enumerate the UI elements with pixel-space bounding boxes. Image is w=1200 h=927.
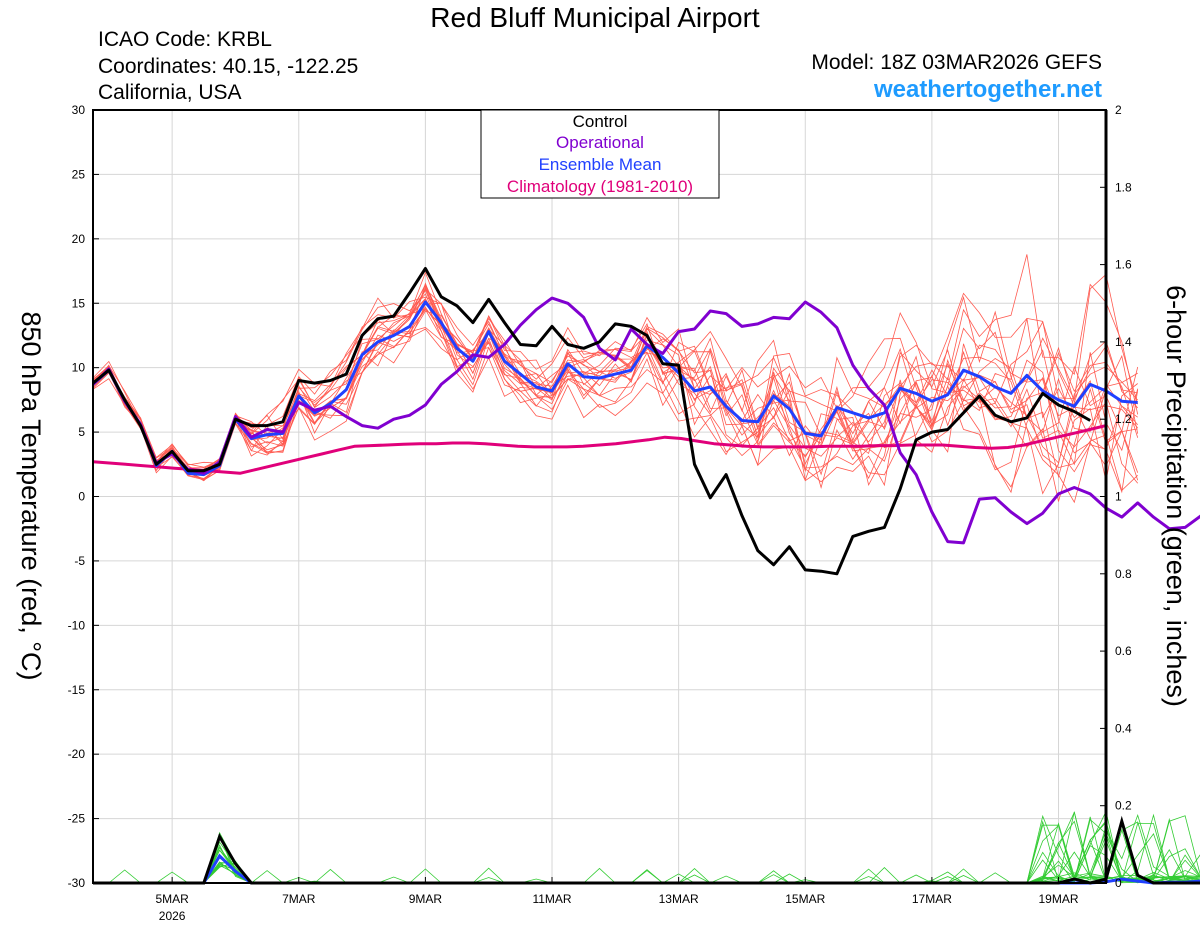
left-tick-label: 5 [78,425,85,439]
precip-member-line [93,823,1200,884]
x-tick-label: 19MAR [1039,892,1079,906]
left-tick-label: -20 [68,747,86,761]
precip-members [93,810,1200,884]
precip-member-line [93,817,1200,884]
axis-ticks: 302520151050-5-10-15-20-25-3021.81.61.41… [68,103,1132,923]
right-tick-label: 0.4 [1115,721,1132,735]
right-tick-label: 0.8 [1115,567,1132,581]
right-axis-label: 6-hour Precipitation (green, inches) [1161,285,1191,707]
temp-member-line [92,254,1139,481]
temp-member-line [92,271,1139,495]
temp-member-line [92,298,1139,479]
temp-member-line [92,273,1139,476]
left-tick-label: -5 [74,554,85,568]
precip-member-line [93,810,1200,884]
precip-member-line [93,820,1200,884]
precip-member-line [93,811,1200,884]
ensemble-mean-line [91,300,1138,477]
left-axis-label: 850 hPa Temperature (red, °C) [16,312,46,681]
x-tick-label: 11MAR [532,892,571,906]
left-tick-label: -10 [68,618,86,632]
legend-box [480,109,720,199]
right-tick-label: 1.8 [1115,180,1132,194]
temp-member-line [92,308,1138,469]
temp-member-line [92,286,1138,492]
left-tick-label: 10 [72,361,86,375]
right-tick-label: 0 [1115,876,1122,890]
precip-member-line [93,815,1200,884]
site-link[interactable]: weathertogether.net [873,76,1102,103]
legend-operational: Operational [556,133,644,152]
x-tick-label: 15MAR [785,892,825,906]
legend: Control Operational Ensemble Mean Climat… [480,109,720,199]
left-tick-label: 20 [72,232,86,246]
temp-member-line [92,295,1138,482]
region: California, USA [98,81,242,104]
left-tick-label: -30 [68,876,86,890]
icao-code: ICAO Code: KRBL [98,28,272,51]
left-tick-label: 0 [78,490,85,504]
operational-line [91,296,1200,545]
temp-member-line [92,318,1138,482]
temp-member-line [92,284,1139,494]
right-tick-label: 2 [1115,103,1122,117]
right-tick-label: 0.6 [1115,644,1132,658]
precip-member-line [93,824,1200,884]
precip-member-line [93,841,1200,884]
legend-ensemble-mean: Ensemble Mean [539,155,662,174]
legend-control: Control [573,112,628,131]
model-run: Model: 18Z 03MAR2026 GEFS [811,51,1102,74]
right-tick-label: 1.4 [1115,335,1132,349]
coordinates: Coordinates: 40.15, -122.25 [98,55,359,78]
left-tick-label: 15 [72,296,86,310]
temp-member-line [92,288,1139,487]
grid-lines [93,110,1106,883]
precip-member-line [93,811,1200,884]
precip-member-line [93,816,1200,884]
right-tick-label: 1.6 [1115,258,1132,272]
x-tick-label: 7MAR [282,892,316,906]
chart-title: Red Bluff Municipal Airport [430,2,760,33]
x-tick-label: 9MAR [409,892,443,906]
left-tick-label: 30 [72,103,86,117]
left-tick-label: -25 [68,812,86,826]
right-tick-label: 0.2 [1115,799,1132,813]
precip-member-line [93,818,1200,884]
left-tick-label: 25 [72,167,86,181]
right-tick-label: 1 [1115,490,1122,504]
precip-member-line [93,851,1200,884]
precip-member-line [93,821,1200,884]
x-tick-label: 17MAR [912,892,952,906]
control-line [92,267,1091,576]
left-tick-label: -15 [68,683,86,697]
x-tick-sublabel: 2026 [159,909,186,923]
temp-member-line [92,310,1138,475]
right-tick-label: 1.2 [1115,412,1132,426]
x-tick-label: 13MAR [659,892,699,906]
x-tick-label: 5MAR [155,892,189,906]
legend-climatology: Climatology (1981-2010) [507,177,693,196]
climatology-line [92,424,1107,475]
